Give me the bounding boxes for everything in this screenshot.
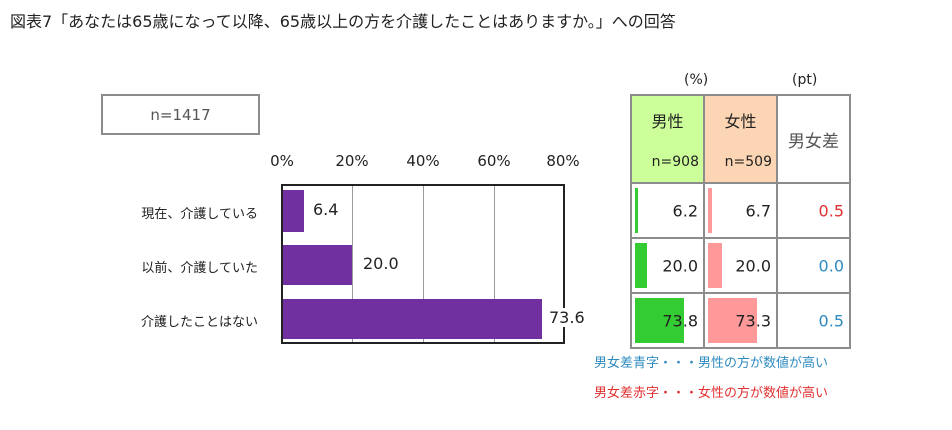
female-data-bar: [708, 243, 722, 288]
male-header: 男性 n=908: [630, 94, 705, 184]
points-unit: (pt): [792, 72, 818, 88]
bar-plot-area: 6.4 20.0 73.6: [281, 184, 587, 344]
bar-currently-caring: [283, 190, 304, 232]
diff-cell: 0.0: [776, 237, 851, 294]
gridline: [352, 184, 353, 344]
female-sample-size: n=509: [724, 154, 772, 170]
legend-note-blue: 男女差青字・・・男性の方が数値が高い: [594, 356, 829, 371]
plot-axis: [281, 184, 283, 344]
sample-size-label: n=1417: [150, 105, 211, 124]
male-data-bar: [635, 243, 647, 288]
female-value: 73.3: [735, 311, 771, 330]
male-value: 73.8: [662, 311, 698, 330]
female-data-bar: [708, 188, 712, 233]
diff-value: 0.5: [818, 201, 844, 220]
bar-previously-cared: [283, 245, 352, 285]
male-cell: 20.0: [630, 237, 705, 294]
gridline: [423, 184, 424, 344]
x-tick-0: 0%: [270, 152, 294, 170]
plot-border: [281, 342, 565, 344]
female-value: 6.7: [745, 201, 771, 220]
male-value: 6.2: [672, 201, 698, 220]
female-header-label: 女性: [724, 112, 757, 131]
percent-unit: (%): [684, 72, 709, 88]
x-tick-80: 80%: [546, 152, 580, 170]
female-header: 女性 n=509: [703, 94, 778, 184]
table-row: 20.0 20.0 0.0: [630, 237, 851, 294]
x-tick-40: 40%: [406, 152, 440, 170]
bar-value: 6.4: [311, 200, 341, 219]
male-sample-size: n=908: [651, 154, 699, 170]
diff-header: 男女差: [776, 94, 851, 184]
male-value: 20.0: [662, 256, 698, 275]
female-cell: 6.7: [703, 182, 778, 239]
diff-cell: 0.5: [776, 292, 851, 349]
plot-border: [281, 184, 565, 186]
male-header-label: 男性: [651, 112, 684, 131]
male-cell: 73.8: [630, 292, 705, 349]
sample-size-box: n=1417: [101, 94, 260, 135]
category-label: 介護したことはない: [140, 315, 258, 330]
x-tick-20: 20%: [335, 152, 369, 170]
female-cell: 20.0: [703, 237, 778, 294]
diff-value: 0.0: [818, 256, 844, 275]
female-value: 20.0: [735, 256, 771, 275]
male-data-bar: [635, 188, 638, 233]
category-label: 以前、介護していた: [141, 261, 258, 276]
diff-header-label: 男女差: [788, 131, 839, 152]
bar-value: 73.6: [547, 308, 587, 327]
gridline: [494, 184, 495, 344]
table-row: 73.8 73.3 0.5: [630, 292, 851, 349]
male-data-bar: [635, 298, 684, 343]
gender-comparison-table: 男性 n=908 女性 n=509 男女差 6.2 6.7 0.5 20.0: [630, 94, 851, 349]
diff-cell: 0.5: [776, 182, 851, 239]
diff-value: 0.5: [818, 311, 844, 330]
bar-never-cared: [283, 299, 542, 339]
bar-value: 20.0: [361, 254, 401, 273]
female-cell: 73.3: [703, 292, 778, 349]
plot-border: [563, 184, 565, 344]
male-cell: 6.2: [630, 182, 705, 239]
chart-title: 図表7「あなたは65歳になって以降、65歳以上の方を介護したことはありますか。」…: [10, 12, 676, 31]
category-label: 現在、介護している: [141, 207, 258, 222]
table-row: 6.2 6.7 0.5: [630, 182, 851, 239]
legend-note-red: 男女差赤字・・・女性の方が数値が高い: [594, 386, 829, 401]
table-header-row: 男性 n=908 女性 n=509 男女差: [630, 94, 851, 184]
x-tick-60: 60%: [477, 152, 511, 170]
female-data-bar: [708, 298, 757, 343]
